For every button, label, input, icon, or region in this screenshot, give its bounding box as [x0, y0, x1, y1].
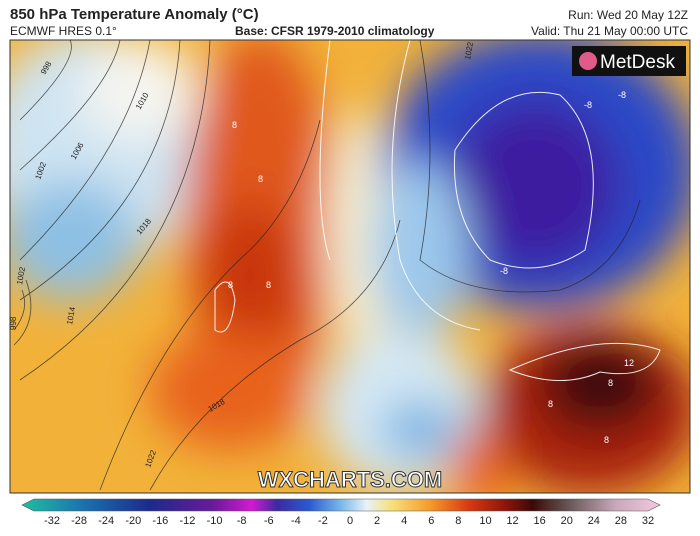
colorbar-label: -8: [237, 515, 247, 527]
isobar-label: 1022: [463, 41, 475, 61]
colorbar-label: -2: [318, 515, 328, 527]
colorbar-label: -12: [180, 515, 196, 527]
colorbar-label: -16: [152, 515, 168, 527]
colorbar-label: 12: [506, 515, 518, 527]
isobar-label: 1002: [15, 266, 27, 286]
anomaly-label: -8: [618, 90, 626, 100]
anomaly-label: 8: [232, 120, 237, 130]
anomaly-label: 8: [258, 174, 263, 184]
base: Base: CFSR 1979-2010 climatology: [235, 24, 435, 38]
anomaly-label: 8: [608, 378, 613, 388]
colorbar-label: 28: [615, 515, 627, 527]
anomaly-label: 8: [548, 399, 553, 409]
watermark: WXCHARTS.COM: [258, 467, 443, 492]
isobar-label: 1014: [65, 306, 77, 326]
colorbar-strip: [21, 498, 661, 512]
colorbar-label: -6: [264, 515, 274, 527]
anomaly-label: 12: [624, 358, 634, 368]
anomaly-label: -8: [584, 100, 592, 110]
colorbar-label: 24: [588, 515, 600, 527]
colorbar-label: -4: [291, 515, 301, 527]
colorbar-label: 8: [455, 515, 461, 527]
colorbar-label: 32: [642, 515, 654, 527]
anomaly-label: 8: [228, 280, 233, 290]
anomaly-contours: [214, 40, 661, 381]
logo: MetDesk: [600, 52, 675, 73]
logo-icon: [579, 52, 597, 70]
colorbar-label: 10: [479, 515, 491, 527]
title: 850 hPa Temperature Anomaly (°C): [10, 6, 259, 23]
run: Run: Wed 20 May 12Z: [568, 8, 688, 22]
anomaly-label: 8: [604, 435, 609, 445]
model: ECMWF HRES 0.1°: [10, 24, 117, 38]
colorbar-label: 4: [401, 515, 407, 527]
anomaly-field: [10, 40, 690, 493]
colorbar-label: -28: [71, 515, 87, 527]
colorbar-label: -20: [125, 515, 141, 527]
colorbar-label: 0: [347, 515, 353, 527]
anomaly-label: -8: [500, 266, 508, 276]
colorbar-label: 20: [561, 515, 573, 527]
colorbar-label: -24: [98, 515, 114, 527]
isobar-label: 998: [9, 316, 18, 330]
anomaly-label: 8: [266, 280, 271, 290]
colorbar-label: 2: [374, 515, 380, 527]
valid: Valid: Thu 21 May 00:00 UTC: [531, 24, 688, 38]
colorbar-label: 16: [534, 515, 546, 527]
colorbar-label: 6: [428, 515, 434, 527]
colorbar-label: -10: [207, 515, 223, 527]
colorbar: -32 -28 -24 -20 -16 -12 -10 -8 -6 -4 -2 0 2 4 6 8 10 12 16…: [21, 498, 661, 527]
colorbar-label: -32: [44, 515, 60, 527]
isobars: [13, 40, 641, 491]
